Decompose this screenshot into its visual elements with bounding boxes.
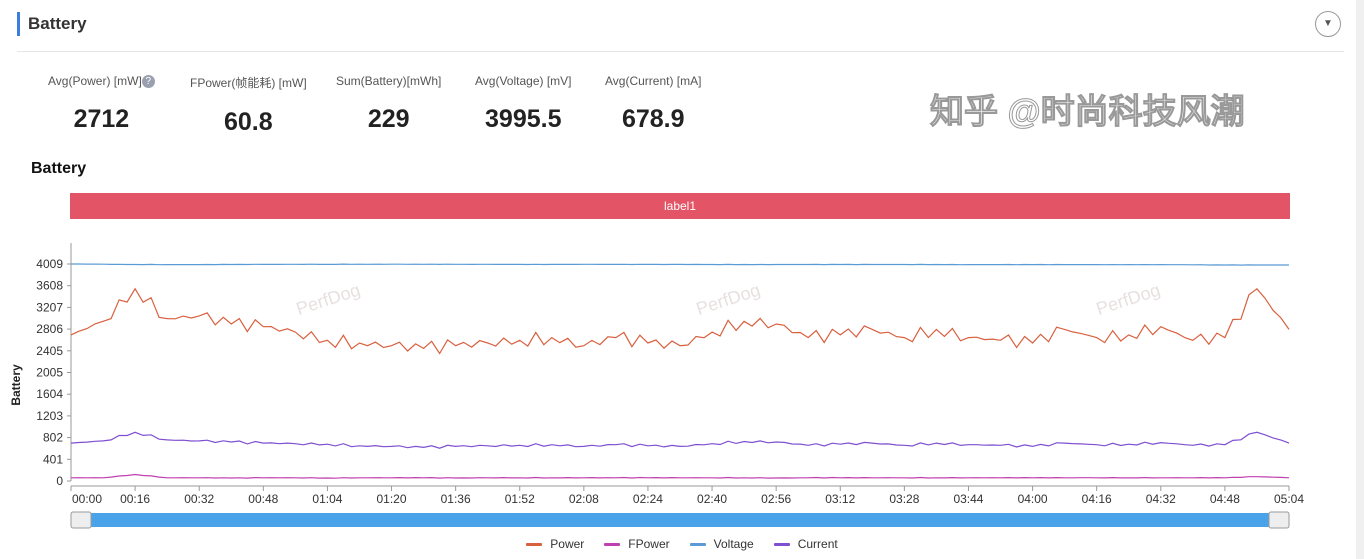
perfdog-watermark: PerfDog bbox=[294, 280, 363, 319]
perfdog-watermark: PerfDog bbox=[694, 280, 763, 319]
y-tick-label: 2005 bbox=[36, 366, 63, 380]
legend-swatch bbox=[689, 543, 706, 547]
section-title: Battery bbox=[17, 12, 87, 36]
legend-label: Power bbox=[550, 537, 585, 551]
x-tick-label: 03:44 bbox=[953, 492, 983, 506]
x-tick-label: 00:32 bbox=[184, 492, 214, 506]
chart-title: Battery bbox=[31, 160, 87, 177]
stat-avg-power: Avg(Power) [mW]? 2712 bbox=[48, 74, 155, 134]
y-tick-label: 0 bbox=[56, 474, 63, 488]
legend: Power FPower Voltage Current bbox=[0, 537, 1364, 551]
collapse-button[interactable]: ▼ bbox=[1315, 11, 1341, 37]
label-band[interactable]: label1 bbox=[70, 193, 1290, 219]
y-tick-label: 3207 bbox=[36, 300, 63, 314]
stat-value: 678.9 bbox=[621, 105, 685, 133]
x-tick-label: 02:40 bbox=[697, 492, 727, 506]
x-tick-label: 02:24 bbox=[633, 492, 663, 506]
chevron-down-icon: ▼ bbox=[1323, 18, 1333, 29]
stat-sum-battery: Sum(Battery)[mWh] 229 bbox=[336, 74, 441, 134]
legend-item-fpower[interactable]: FPower bbox=[604, 537, 670, 551]
legend-label: Voltage bbox=[713, 537, 754, 551]
stat-avg-voltage: Avg(Voltage) [mV] 3995.5 bbox=[475, 74, 572, 134]
y-tick-label: 4009 bbox=[36, 257, 63, 271]
x-tick-label: 04:16 bbox=[1082, 492, 1112, 506]
x-tick-label: 00:00 bbox=[72, 492, 102, 506]
x-tick-label: 00:48 bbox=[248, 492, 278, 506]
y-tick-label: 401 bbox=[43, 452, 63, 466]
stat-label: Avg(Current) [mA] bbox=[605, 74, 702, 88]
x-tick-label: 01:36 bbox=[441, 492, 471, 506]
series-line-current bbox=[70, 431, 1290, 449]
legend-item-power[interactable]: Power bbox=[526, 537, 584, 551]
stat-value: 2712 bbox=[73, 105, 130, 134]
x-tick-label: 01:04 bbox=[312, 492, 342, 506]
stat-avg-current: Avg(Current) [mA] 678.9 bbox=[605, 74, 701, 134]
x-tick-label: 05:04 bbox=[1274, 492, 1304, 506]
zoom-handle-left[interactable] bbox=[70, 511, 92, 529]
watermark: 知乎 @时尚科技风潮 bbox=[930, 93, 1246, 132]
x-tick-label: 03:12 bbox=[825, 492, 855, 506]
y-tick-label: 1203 bbox=[36, 409, 63, 423]
y-tick-label: 2806 bbox=[36, 322, 63, 336]
stat-label: Avg(Voltage) [mV] bbox=[475, 74, 572, 88]
stat-label: FPower(帧能耗) [mW] bbox=[190, 76, 307, 90]
stat-label: Sum(Battery)[mWh] bbox=[336, 74, 442, 88]
stat-value: 229 bbox=[367, 105, 410, 133]
x-tick-label: 01:52 bbox=[505, 492, 535, 506]
legend-item-current[interactable]: Current bbox=[773, 537, 838, 551]
divider bbox=[17, 51, 1344, 52]
x-tick-label: 00:16 bbox=[120, 492, 150, 506]
series-line-fpower bbox=[70, 473, 1290, 479]
y-axis-label: Battery bbox=[9, 364, 23, 406]
stat-fpower: FPower(帧能耗) [mW] 60.8 bbox=[190, 74, 307, 137]
x-tick-label: 04:00 bbox=[1018, 492, 1048, 506]
stat-value: 60.8 bbox=[224, 108, 273, 136]
legend-swatch bbox=[773, 543, 790, 547]
stat-label: Avg(Power) [mW] bbox=[48, 74, 142, 88]
x-tick-label: 04:48 bbox=[1210, 492, 1240, 506]
series-line-voltage bbox=[71, 263, 1289, 266]
x-tick-label: 02:08 bbox=[569, 492, 599, 506]
y-tick-label: 2405 bbox=[36, 344, 63, 358]
y-tick-label: 802 bbox=[43, 431, 63, 445]
perfdog-watermark: PerfDog bbox=[1094, 280, 1163, 319]
legend-swatch bbox=[604, 543, 621, 547]
y-tick-label: 3608 bbox=[36, 279, 63, 293]
x-tick-label: 01:20 bbox=[377, 492, 407, 506]
help-icon[interactable]: ? bbox=[141, 75, 155, 89]
series-line-power bbox=[70, 287, 1290, 355]
stat-value: 3995.5 bbox=[485, 105, 562, 133]
y-tick-label: 1604 bbox=[36, 387, 63, 401]
zoom-slider-track bbox=[79, 513, 1289, 527]
x-tick-label: 02:56 bbox=[761, 492, 791, 506]
legend-label: FPower bbox=[628, 537, 670, 551]
scrollbar[interactable] bbox=[1356, 0, 1364, 559]
legend-label: Current bbox=[797, 537, 838, 551]
x-tick-label: 03:28 bbox=[889, 492, 919, 506]
zoom-handle-right[interactable] bbox=[1268, 511, 1290, 529]
x-tick-label: 04:32 bbox=[1146, 492, 1176, 506]
legend-item-voltage[interactable]: Voltage bbox=[689, 537, 754, 551]
legend-swatch bbox=[526, 543, 543, 547]
